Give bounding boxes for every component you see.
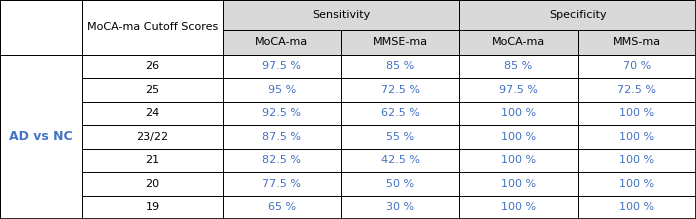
Text: 55 %: 55 %	[386, 132, 414, 142]
Bar	[578, 125, 696, 149]
Text: 42.5 %: 42.5 %	[381, 155, 420, 165]
Bar	[578, 30, 696, 55]
Bar	[578, 172, 696, 196]
Text: 100 %: 100 %	[619, 155, 654, 165]
Bar	[459, 149, 578, 172]
Text: 100 %: 100 %	[501, 155, 536, 165]
Text: 21: 21	[145, 155, 159, 165]
Bar	[341, 149, 459, 172]
Text: 72.5 %: 72.5 %	[617, 85, 656, 95]
Bar	[0, 55, 82, 219]
Bar	[578, 55, 696, 78]
Text: 85 %: 85 %	[386, 62, 414, 71]
Bar	[459, 172, 578, 196]
Text: 92.5 %: 92.5 %	[262, 108, 301, 118]
Bar	[341, 30, 459, 55]
Text: 20: 20	[145, 179, 159, 189]
Bar	[223, 172, 341, 196]
Bar	[459, 196, 578, 219]
Text: Sensitivity: Sensitivity	[312, 10, 370, 20]
Text: 100 %: 100 %	[619, 202, 654, 212]
Bar	[459, 0, 696, 30]
Text: 100 %: 100 %	[619, 108, 654, 118]
Text: 100 %: 100 %	[619, 132, 654, 142]
Text: MoCA-ma: MoCA-ma	[255, 37, 308, 47]
Bar	[82, 78, 223, 102]
Bar	[341, 125, 459, 149]
Text: 100 %: 100 %	[501, 202, 536, 212]
Bar	[341, 55, 459, 78]
Bar	[223, 102, 341, 125]
Text: 85 %: 85 %	[505, 62, 532, 71]
Text: MoCA-ma: MoCA-ma	[492, 37, 545, 47]
Bar	[459, 30, 578, 55]
Bar	[341, 102, 459, 125]
Text: 23/22: 23/22	[136, 132, 168, 142]
Bar	[341, 196, 459, 219]
Text: 65 %: 65 %	[268, 202, 296, 212]
Bar	[223, 78, 341, 102]
Text: 70 %: 70 %	[623, 62, 651, 71]
Text: 72.5 %: 72.5 %	[381, 85, 420, 95]
Bar	[223, 0, 459, 30]
Text: Specificity: Specificity	[549, 10, 606, 20]
Bar	[223, 149, 341, 172]
Bar	[223, 125, 341, 149]
Bar	[459, 125, 578, 149]
Bar	[82, 102, 223, 125]
Text: 82.5 %: 82.5 %	[262, 155, 301, 165]
Text: AD vs NC: AD vs NC	[9, 130, 73, 143]
Text: 100 %: 100 %	[501, 132, 536, 142]
Bar	[341, 78, 459, 102]
Text: 100 %: 100 %	[501, 108, 536, 118]
Bar	[578, 196, 696, 219]
Text: 24: 24	[145, 108, 159, 118]
Text: 100 %: 100 %	[619, 179, 654, 189]
Bar	[578, 78, 696, 102]
Bar	[341, 172, 459, 196]
Text: 26: 26	[145, 62, 159, 71]
Bar	[82, 149, 223, 172]
Bar	[82, 196, 223, 219]
Text: 95 %: 95 %	[268, 85, 296, 95]
Bar	[82, 55, 223, 78]
Text: MMSE-ma: MMSE-ma	[372, 37, 428, 47]
Text: 77.5 %: 77.5 %	[262, 179, 301, 189]
Text: 97.5 %: 97.5 %	[499, 85, 538, 95]
Bar	[459, 78, 578, 102]
Bar	[223, 55, 341, 78]
Bar	[0, 0, 82, 55]
Bar	[578, 149, 696, 172]
Text: 25: 25	[145, 85, 159, 95]
Text: 30 %: 30 %	[386, 202, 414, 212]
Bar	[82, 0, 223, 55]
Bar	[459, 102, 578, 125]
Text: 97.5 %: 97.5 %	[262, 62, 301, 71]
Text: 50 %: 50 %	[386, 179, 414, 189]
Text: 100 %: 100 %	[501, 179, 536, 189]
Bar	[459, 55, 578, 78]
Text: MoCA-ma Cutoff Scores: MoCA-ma Cutoff Scores	[87, 22, 218, 32]
Bar	[223, 196, 341, 219]
Bar	[82, 172, 223, 196]
Bar	[578, 102, 696, 125]
Text: MMS-ma: MMS-ma	[612, 37, 661, 47]
Text: 62.5 %: 62.5 %	[381, 108, 420, 118]
Text: 87.5 %: 87.5 %	[262, 132, 301, 142]
Bar	[82, 125, 223, 149]
Text: 19: 19	[145, 202, 159, 212]
Bar	[223, 30, 341, 55]
